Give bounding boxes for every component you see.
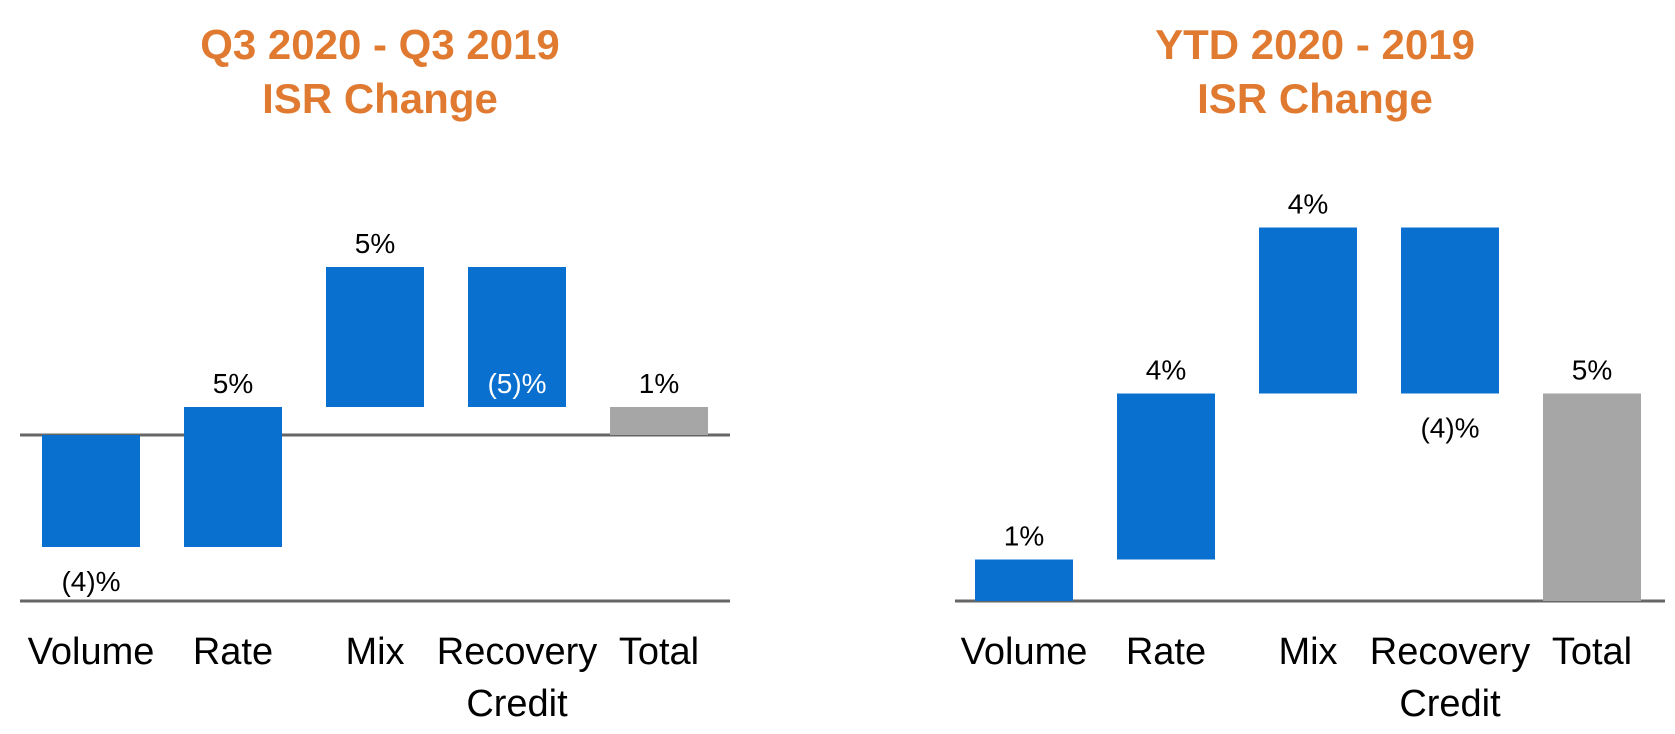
data-label: 1% (1004, 521, 1044, 552)
bar (610, 407, 708, 435)
data-label: 5% (213, 368, 253, 399)
data-label: 5% (1572, 355, 1612, 386)
x-tick-label: Rate (193, 631, 273, 673)
x-tick-label: Credit (466, 683, 568, 725)
bar (975, 559, 1073, 601)
x-tick-label: Mix (345, 631, 404, 673)
chart-title-line2: ISR Change (262, 75, 498, 122)
x-tick-label: Volume (28, 631, 155, 673)
bar (326, 267, 424, 407)
data-label: 5% (355, 228, 395, 259)
bar (468, 267, 566, 407)
x-tick-label: Credit (1399, 683, 1501, 725)
bar (1259, 227, 1357, 394)
chart-right: YTD 2020 - 2019 ISR Change 1% Volume 4% Rat… (935, 0, 1675, 734)
bar (1117, 393, 1215, 560)
chart-left: Q3 2020 - Q3 2019 ISR Change (4)% Volume 5… (0, 0, 760, 734)
x-tick-label: Recovery (1370, 631, 1531, 673)
data-label: 1% (639, 368, 679, 399)
chart-title: Q3 2020 - Q3 2019 ISR Change (0, 18, 760, 126)
x-tick-label: Volume (961, 631, 1088, 673)
data-label: 4% (1288, 189, 1328, 220)
bar (1401, 227, 1499, 394)
x-tick-label: Recovery (437, 631, 598, 673)
bar (42, 435, 140, 547)
chart-title-line2: ISR Change (1197, 75, 1433, 122)
x-tick-label: Mix (1278, 631, 1337, 673)
chart-title-line1: Q3 2020 - Q3 2019 (200, 21, 560, 68)
data-label: (4)% (1420, 413, 1479, 444)
chart-title-line1: YTD 2020 - 2019 (1155, 21, 1475, 68)
bar (184, 407, 282, 547)
chart-plot: (4)% Volume 5% Rate 5% Mix (5)% Recovery Credit 1… (20, 228, 730, 725)
chart-title: YTD 2020 - 2019 ISR Change (935, 18, 1675, 126)
x-tick-label: Total (619, 631, 699, 673)
data-label: (5)% (487, 368, 546, 399)
bar (1543, 393, 1641, 601)
data-label: (4)% (61, 566, 120, 597)
chart-plot: 1% Volume 4% Rate 4% Mix (4)% Recovery Credit 5% T… (955, 189, 1665, 725)
x-tick-label: Rate (1126, 631, 1206, 673)
x-tick-label: Total (1552, 631, 1632, 673)
data-label: 4% (1146, 355, 1186, 386)
